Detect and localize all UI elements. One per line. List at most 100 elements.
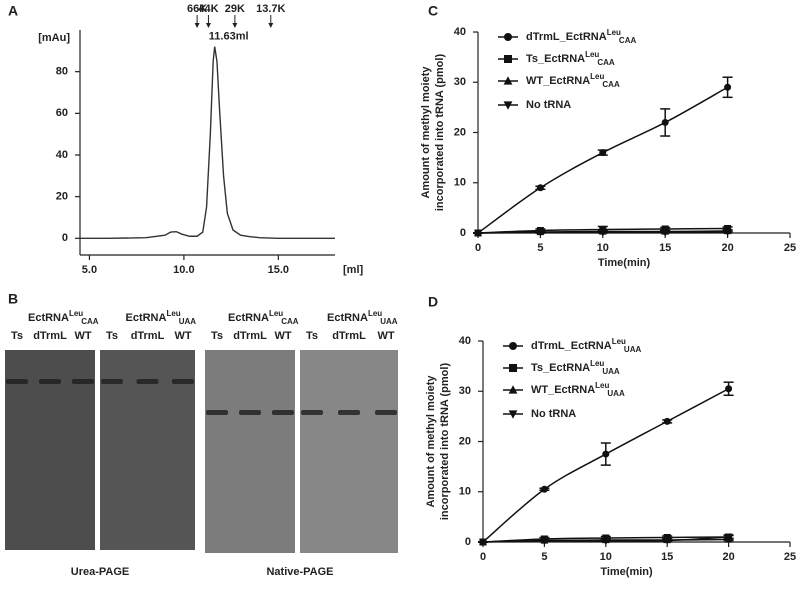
gel-band <box>206 410 228 415</box>
legend-label: dTrmL_EctRNALeu CAA <box>526 28 636 45</box>
legend-label-main: dTrmL_EctRNA <box>526 31 607 43</box>
y-tick-label: 40 <box>56 149 68 161</box>
x-axis-label: Time(min) <box>600 566 653 578</box>
gel-band <box>101 379 123 384</box>
point <box>540 485 548 493</box>
point <box>474 229 482 238</box>
point <box>661 229 670 237</box>
x-tick-label: 10 <box>600 551 612 563</box>
y-tick-label: 30 <box>459 385 471 397</box>
lane-label: dTrmL <box>33 330 67 342</box>
gel-header-main: EctRNA <box>327 312 368 324</box>
point <box>602 450 610 458</box>
gel-header-sub: CAA <box>81 317 99 326</box>
legend-label-sup: Leu <box>607 28 621 37</box>
y-axis-label: incorporated into tRNA (pmol) <box>439 363 451 521</box>
legend-label-main: No tRNA <box>531 408 576 420</box>
gel-image <box>300 350 398 553</box>
legend-label-sub: CAA <box>597 58 615 67</box>
size-marker-head <box>194 23 200 28</box>
panel-label: C <box>428 3 438 19</box>
point <box>724 83 732 91</box>
legend-label-sub: CAA <box>602 80 620 89</box>
point <box>540 537 549 546</box>
x-tick-label: 25 <box>784 551 796 563</box>
y-axis-label: incorporated into tRNA (pmol) <box>434 54 446 212</box>
x-tick-label: 15 <box>661 551 673 563</box>
size-marker-head <box>205 23 211 28</box>
x-axis-label: Time(min) <box>598 257 651 269</box>
legend-label-main: WT_EctRNA <box>531 384 595 396</box>
gel-header: EctRNALeu UAA <box>327 309 398 326</box>
legend-label-sup: Leu <box>590 359 604 368</box>
size-marker-head <box>268 23 274 28</box>
legend-label: No tRNA <box>526 99 571 111</box>
legend-label-sup: Leu <box>585 50 599 59</box>
gel-header-sup: Leu <box>69 309 83 318</box>
gel-header-sub: UAA <box>179 317 197 326</box>
gel-band <box>39 379 61 384</box>
x-tick-label: 25 <box>784 242 796 254</box>
y-axis-label: Amount of methyl moiety <box>420 66 432 199</box>
y-tick-label: 20 <box>56 191 68 203</box>
x-tick-label: 15 <box>659 242 671 254</box>
y-tick-label: 0 <box>460 227 466 239</box>
legend-label: WT_EctRNALeu UAA <box>531 381 625 398</box>
gel-caption: Urea-PAGE <box>71 566 129 578</box>
y-axis-label: Amount of methyl moiety <box>425 375 437 508</box>
lane-label: WT <box>74 330 91 342</box>
gel-band <box>172 379 194 384</box>
legend-label-main: dTrmL_EctRNA <box>531 340 612 352</box>
lane-label: dTrmL <box>332 330 366 342</box>
size-marker-head <box>232 23 238 28</box>
lane-label: WT <box>377 330 394 342</box>
gel-header-sup: Leu <box>269 309 283 318</box>
legend-label-main: Ts_EctRNA <box>531 362 590 374</box>
y-tick-label: 20 <box>459 435 471 447</box>
point <box>723 228 732 237</box>
point <box>661 118 669 126</box>
lane-label: Ts <box>11 330 23 342</box>
y-tick-label: 0 <box>62 232 68 244</box>
y-tick-label: 40 <box>454 26 466 38</box>
gel-band <box>375 410 397 415</box>
gel-header-sub: CAA <box>281 317 299 326</box>
legend-label-sub: CAA <box>619 36 637 45</box>
x-tick-label: 5 <box>541 551 547 563</box>
lane-label: Ts <box>106 330 118 342</box>
legend-marker <box>508 410 518 419</box>
legend-marker <box>503 101 513 110</box>
point <box>598 229 607 237</box>
legend-label: WT_EctRNALeu CAA <box>526 72 620 89</box>
y-tick-label: 0 <box>465 536 471 548</box>
y-axis-label: [mAu] <box>38 32 70 44</box>
lane-label: dTrmL <box>131 330 165 342</box>
point <box>601 537 610 546</box>
y-tick-label: 20 <box>454 126 466 138</box>
legend-label-sup: Leu <box>595 381 609 390</box>
point <box>536 184 544 192</box>
annotation: 11.63ml <box>209 31 249 43</box>
point <box>479 538 487 547</box>
size-marker-label: 29K <box>225 3 245 15</box>
legend-label: Ts_EctRNALeu CAA <box>526 50 615 67</box>
gel-band <box>239 410 261 415</box>
gel-caption: Native-PAGE <box>266 566 333 578</box>
x-tick-label: 15.0 <box>268 264 289 276</box>
x-tick-label: 20 <box>721 242 733 254</box>
point <box>663 537 672 545</box>
gel-header: EctRNALeu UAA <box>126 309 197 326</box>
x-tick-label: 5.0 <box>82 264 97 276</box>
legend-label: dTrmL_EctRNALeu UAA <box>531 337 641 354</box>
legend-marker <box>509 364 517 372</box>
point <box>724 533 733 542</box>
gel-band <box>72 379 94 384</box>
gel-band <box>301 410 323 415</box>
point <box>725 385 733 393</box>
y-tick-label: 30 <box>454 76 466 88</box>
size-marker-label: 44K <box>198 3 218 15</box>
legend-label: Ts_EctRNALeu UAA <box>531 359 620 376</box>
point <box>599 149 607 157</box>
x-tick-label: 5 <box>537 242 543 254</box>
